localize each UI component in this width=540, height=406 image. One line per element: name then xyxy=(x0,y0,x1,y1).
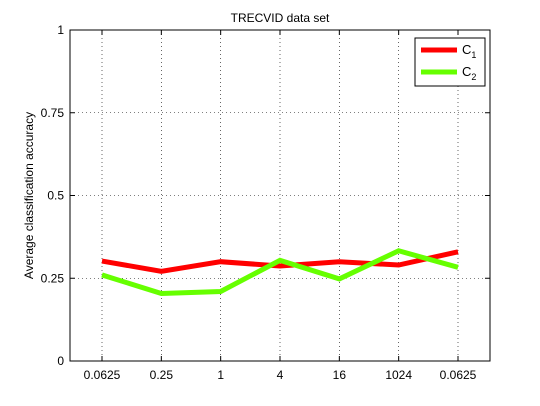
y-axis-ticks: 0 0.25 0.5 0.75 1 xyxy=(41,23,490,368)
y-tick-label: 1 xyxy=(57,23,64,37)
series-lines xyxy=(101,248,459,296)
series-line-c1 xyxy=(101,249,459,274)
legend-box xyxy=(414,37,486,87)
x-axis-ticks: 0.0625 0.25 1 4 16 1024 0.0625 xyxy=(84,30,477,382)
series-line-c2 xyxy=(101,248,459,296)
x-tick-label: 0.25 xyxy=(150,368,174,382)
y-axis-label: Average classification accuracy xyxy=(22,112,36,279)
x-tick-label: 1 xyxy=(217,368,224,382)
y-tick-label: 0.25 xyxy=(41,271,65,285)
x-tick-label: 0.0625 xyxy=(84,368,121,382)
y-tick-label: 0.75 xyxy=(41,106,65,120)
x-tick-label: 4 xyxy=(277,368,284,382)
x-tick-label: 0.0625 xyxy=(440,368,477,382)
legend-label-c2: C2 xyxy=(462,64,476,82)
chart-title: TRECVID data set xyxy=(231,11,330,25)
x-tick-label: 16 xyxy=(333,368,347,382)
y-tick-label: 0.5 xyxy=(47,189,64,203)
y-tick-label: 0 xyxy=(57,354,64,368)
x-tick-label: 1024 xyxy=(385,368,412,382)
legend-label-c1: C1 xyxy=(462,42,476,60)
